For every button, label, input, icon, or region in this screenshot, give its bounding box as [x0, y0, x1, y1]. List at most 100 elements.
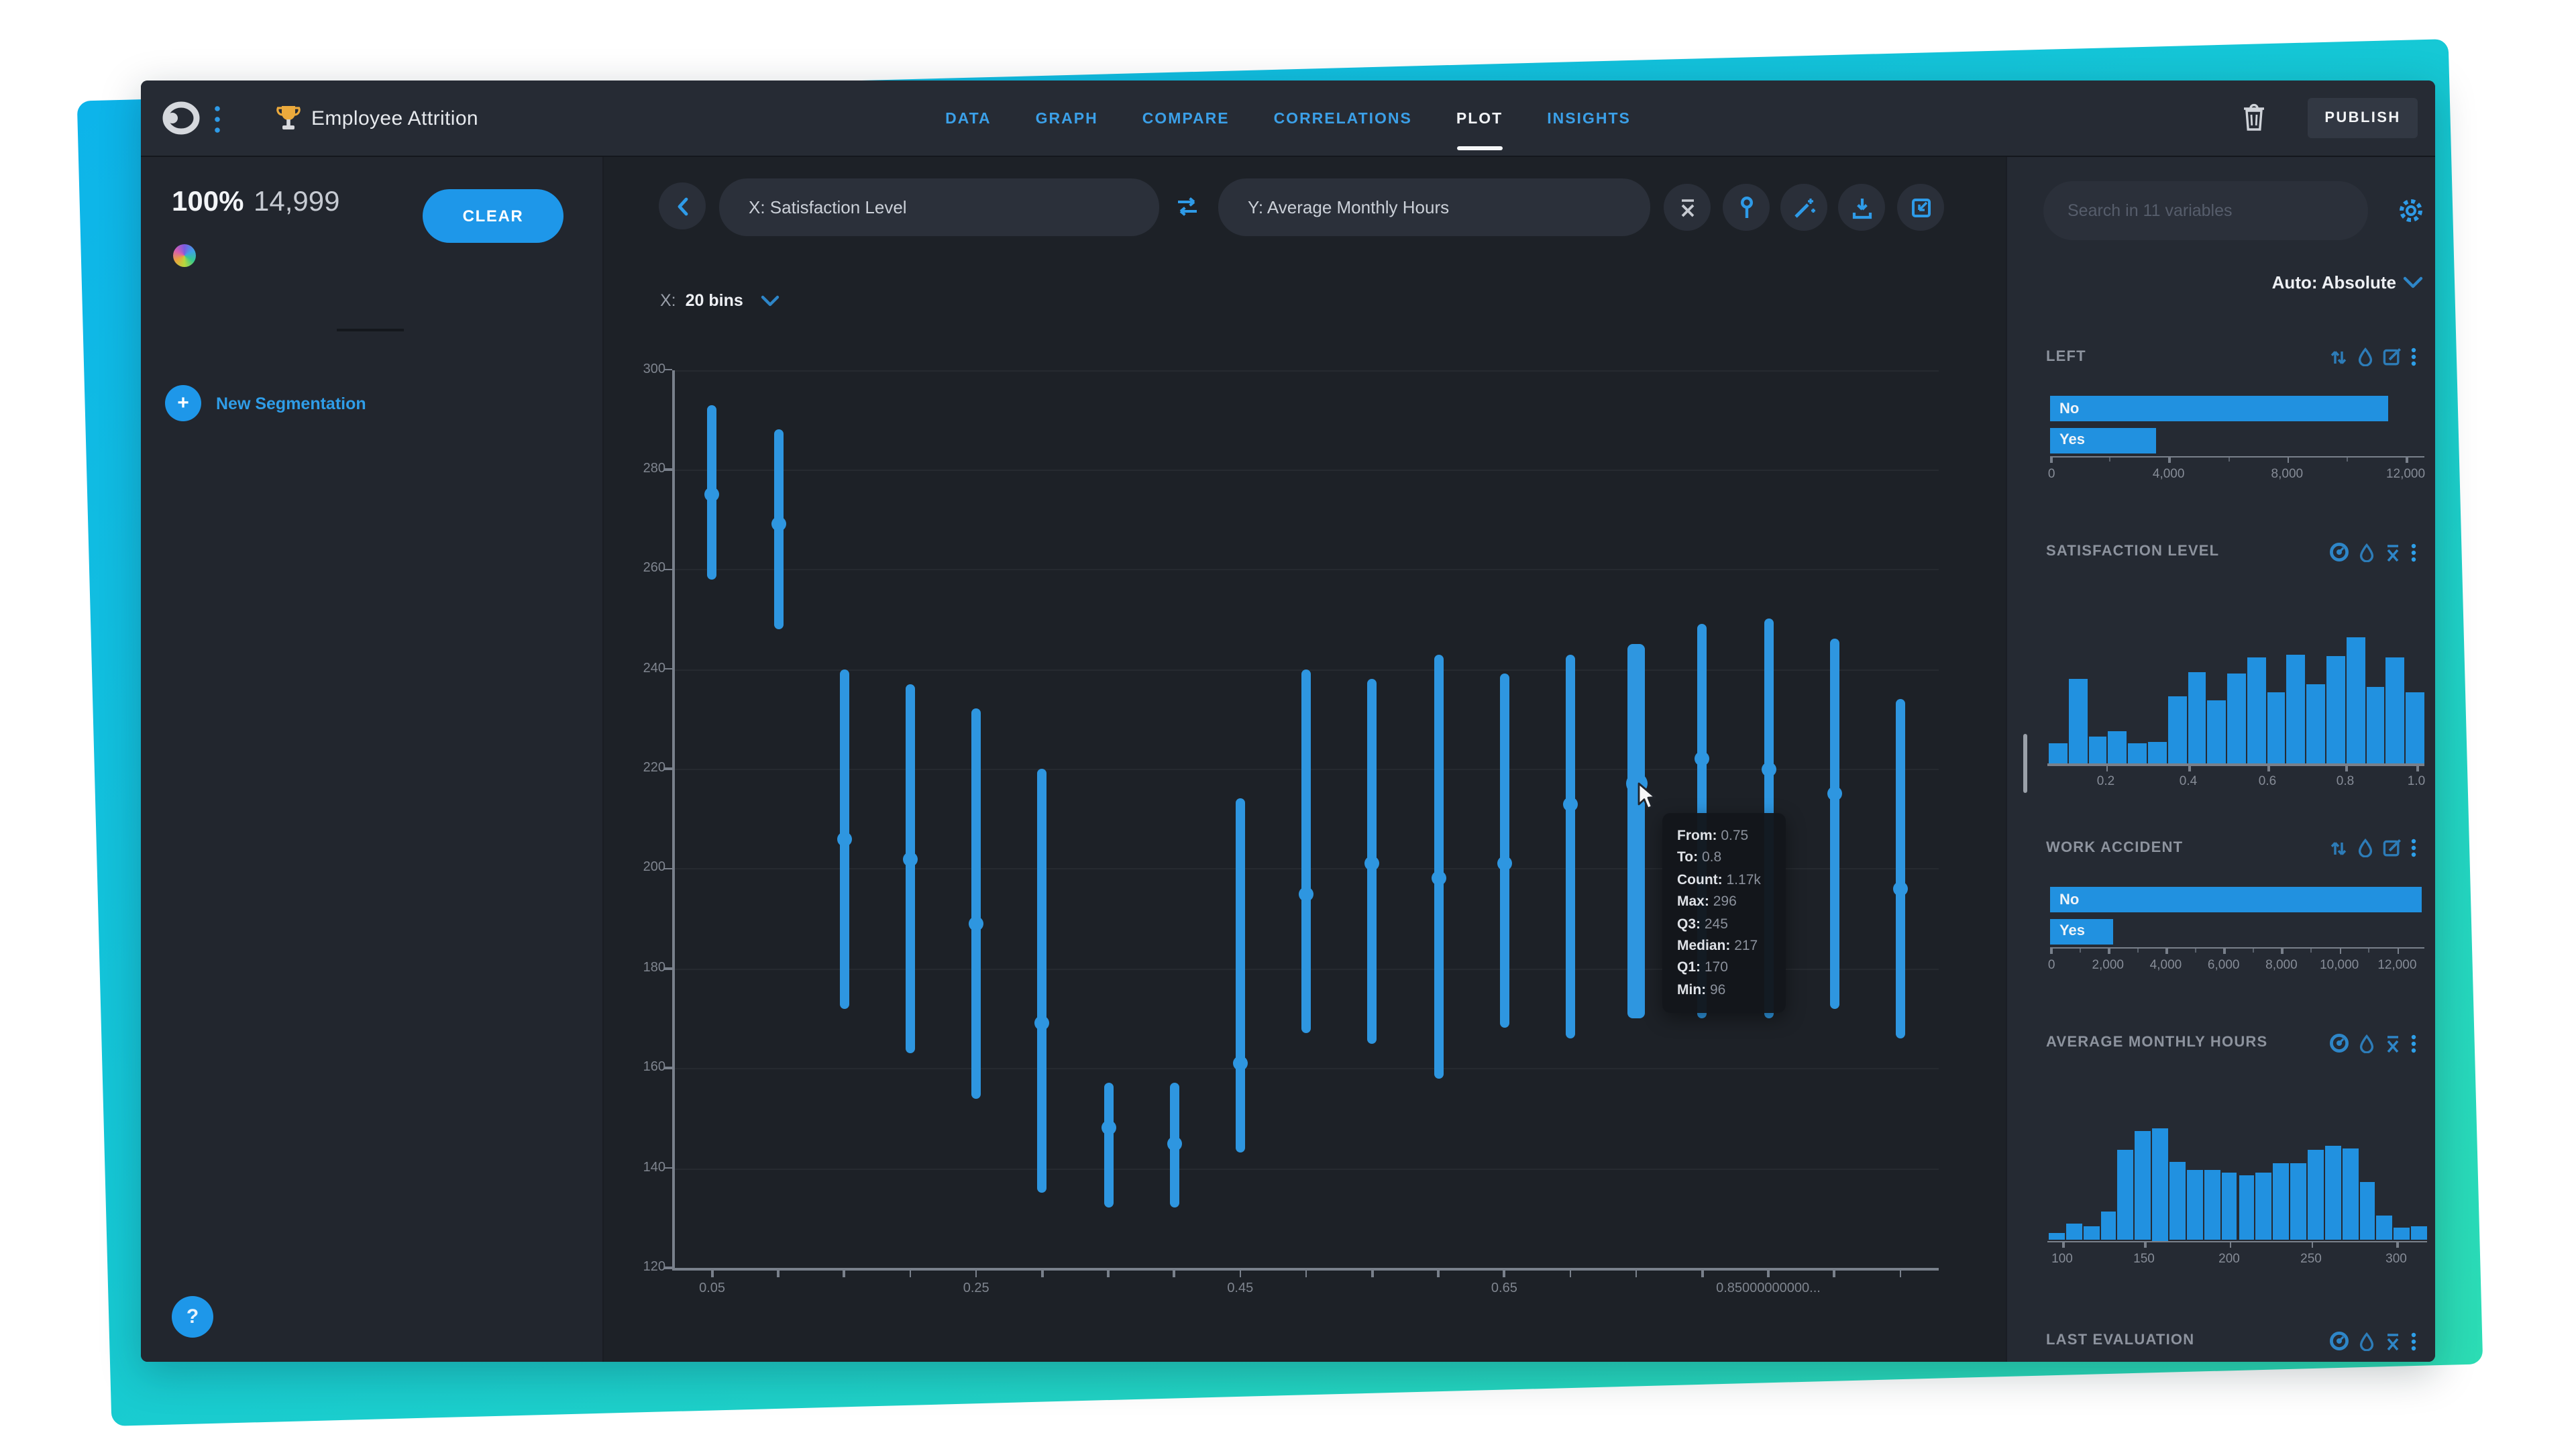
droplet-icon[interactable] — [2357, 1034, 2376, 1053]
mean-icon[interactable] — [2384, 543, 2402, 561]
whisker-bar[interactable] — [1037, 769, 1047, 1193]
histogram-bar[interactable] — [2342, 1148, 2359, 1240]
histogram-bar[interactable] — [2186, 1170, 2203, 1240]
histogram-bar[interactable] — [2147, 742, 2167, 763]
histogram-bar[interactable] — [2188, 672, 2206, 763]
color-wheel-icon[interactable] — [173, 244, 196, 267]
histogram-bar[interactable] — [2083, 1226, 2100, 1240]
histogram-bar[interactable] — [2068, 679, 2088, 763]
tab-data[interactable]: DATA — [945, 111, 991, 127]
whisker-bar[interactable] — [1627, 644, 1646, 1019]
histogram-bar[interactable] — [2207, 700, 2226, 763]
kebab-icon[interactable] — [2410, 543, 2418, 561]
bins-control[interactable]: X: 20 bins — [660, 286, 780, 315]
tab-insights[interactable]: INSIGHTS — [1547, 111, 1631, 127]
scale-mode-dropdown[interactable]: Auto: Absolute — [2007, 272, 2396, 292]
mean-toggle-button[interactable] — [1664, 184, 1711, 231]
histogram-bar[interactable] — [2359, 1181, 2375, 1240]
bar-yes[interactable]: Yes — [2050, 918, 2113, 944]
trash-icon[interactable] — [2241, 102, 2267, 134]
edit-icon[interactable] — [2383, 839, 2402, 857]
median-dot[interactable] — [1497, 856, 1512, 871]
median-dot[interactable] — [1695, 751, 1710, 767]
whisker-bar[interactable] — [1565, 654, 1575, 1038]
scrollbar[interactable] — [2023, 734, 2027, 793]
download-button[interactable] — [1838, 184, 1885, 231]
gauge-icon[interactable] — [2329, 542, 2349, 562]
histogram-bar[interactable] — [2049, 1233, 2065, 1240]
median-dot[interactable] — [1299, 886, 1314, 902]
swap-axes-icon[interactable] — [1175, 193, 1199, 220]
bar-no[interactable]: No — [2050, 887, 2422, 912]
histogram-bar[interactable] — [2167, 696, 2187, 763]
help-button[interactable]: ? — [172, 1296, 213, 1338]
histogram-bar[interactable] — [2273, 1163, 2290, 1240]
kebab-icon[interactable] — [2410, 347, 2418, 366]
mean-icon[interactable] — [2384, 1332, 2402, 1350]
median-dot[interactable] — [1562, 796, 1578, 812]
median-dot[interactable] — [1827, 786, 1842, 802]
histogram-bar[interactable] — [2108, 731, 2127, 763]
whisker-bar[interactable] — [1499, 674, 1509, 1028]
magic-wand-button[interactable] — [1780, 184, 1827, 231]
whisker-bar[interactable] — [1104, 1083, 1113, 1208]
whisker-bar[interactable] — [1829, 639, 1839, 1009]
histogram-bar[interactable] — [2204, 1169, 2220, 1240]
droplet-icon[interactable] — [2357, 1332, 2376, 1350]
histogram-bar[interactable] — [2049, 743, 2068, 763]
median-dot[interactable] — [704, 486, 720, 502]
kebab-icon[interactable] — [2410, 839, 2418, 857]
median-dot[interactable] — [1892, 881, 1908, 896]
histogram-bar[interactable] — [2376, 1216, 2393, 1240]
whisker-bar[interactable] — [1301, 669, 1311, 1034]
open-in-window-button[interactable] — [1897, 184, 1944, 231]
x-variable-selector[interactable]: X: Satisfaction Level — [719, 178, 1159, 236]
publish-button[interactable]: PUBLISH — [2308, 98, 2418, 138]
histogram-bar[interactable] — [2307, 1150, 2324, 1240]
add-segmentation-icon[interactable]: + — [165, 385, 201, 421]
histogram-bar[interactable] — [2065, 1223, 2082, 1240]
new-segmentation-button[interactable]: New Segmentation — [216, 394, 366, 413]
whisker-bar[interactable] — [1895, 698, 1905, 1038]
edit-icon[interactable] — [2383, 347, 2402, 366]
whisker-bar[interactable] — [905, 684, 915, 1054]
droplet-icon[interactable] — [2356, 347, 2375, 366]
histogram-bar[interactable] — [2088, 737, 2107, 763]
histogram-bar[interactable] — [2128, 743, 2147, 763]
whisker-bar[interactable] — [1434, 654, 1443, 1079]
whisker-bar[interactable] — [1235, 798, 1245, 1153]
bar-yes[interactable]: Yes — [2050, 427, 2156, 453]
tab-plot[interactable]: PLOT — [1454, 83, 1505, 155]
median-dot[interactable] — [1761, 761, 1776, 777]
logo-icon[interactable] — [160, 99, 203, 137]
median-dot[interactable] — [1034, 1016, 1050, 1031]
median-dot[interactable] — [771, 517, 786, 532]
histogram-bar[interactable] — [2366, 686, 2385, 763]
tab-compare[interactable]: COMPARE — [1142, 111, 1230, 127]
histogram-bar[interactable] — [2247, 657, 2266, 763]
histogram-bar[interactable] — [2152, 1128, 2169, 1240]
whisker-bar[interactable] — [971, 708, 981, 1099]
histogram-bar[interactable] — [2135, 1131, 2151, 1240]
sort-icon[interactable] — [2329, 839, 2348, 857]
median-dot[interactable] — [837, 831, 852, 847]
gauge-icon[interactable] — [2329, 1331, 2349, 1351]
histogram-bar[interactable] — [2346, 637, 2365, 763]
histogram-bar[interactable] — [2394, 1228, 2410, 1240]
gear-icon[interactable] — [2396, 196, 2426, 225]
mean-icon[interactable] — [2384, 1034, 2402, 1053]
tab-correlations[interactable]: CORRELATIONS — [1273, 111, 1412, 127]
histogram-bar[interactable] — [2255, 1173, 2272, 1240]
histogram-bar[interactable] — [2326, 656, 2345, 763]
histogram-bar[interactable] — [2286, 655, 2306, 763]
median-dot[interactable] — [1431, 871, 1446, 886]
menu-dots-icon[interactable] — [212, 103, 223, 136]
median-dot[interactable] — [1101, 1120, 1116, 1136]
bar-no[interactable]: No — [2050, 396, 2389, 421]
search-input[interactable]: Search in 11 variables — [2043, 181, 2368, 240]
histogram-bar[interactable] — [2290, 1163, 2306, 1240]
clear-button[interactable]: CLEAR — [423, 189, 564, 243]
histogram-bar[interactable] — [2385, 657, 2405, 763]
median-dot[interactable] — [1232, 1056, 1248, 1071]
histogram-bar[interactable] — [2117, 1150, 2134, 1240]
